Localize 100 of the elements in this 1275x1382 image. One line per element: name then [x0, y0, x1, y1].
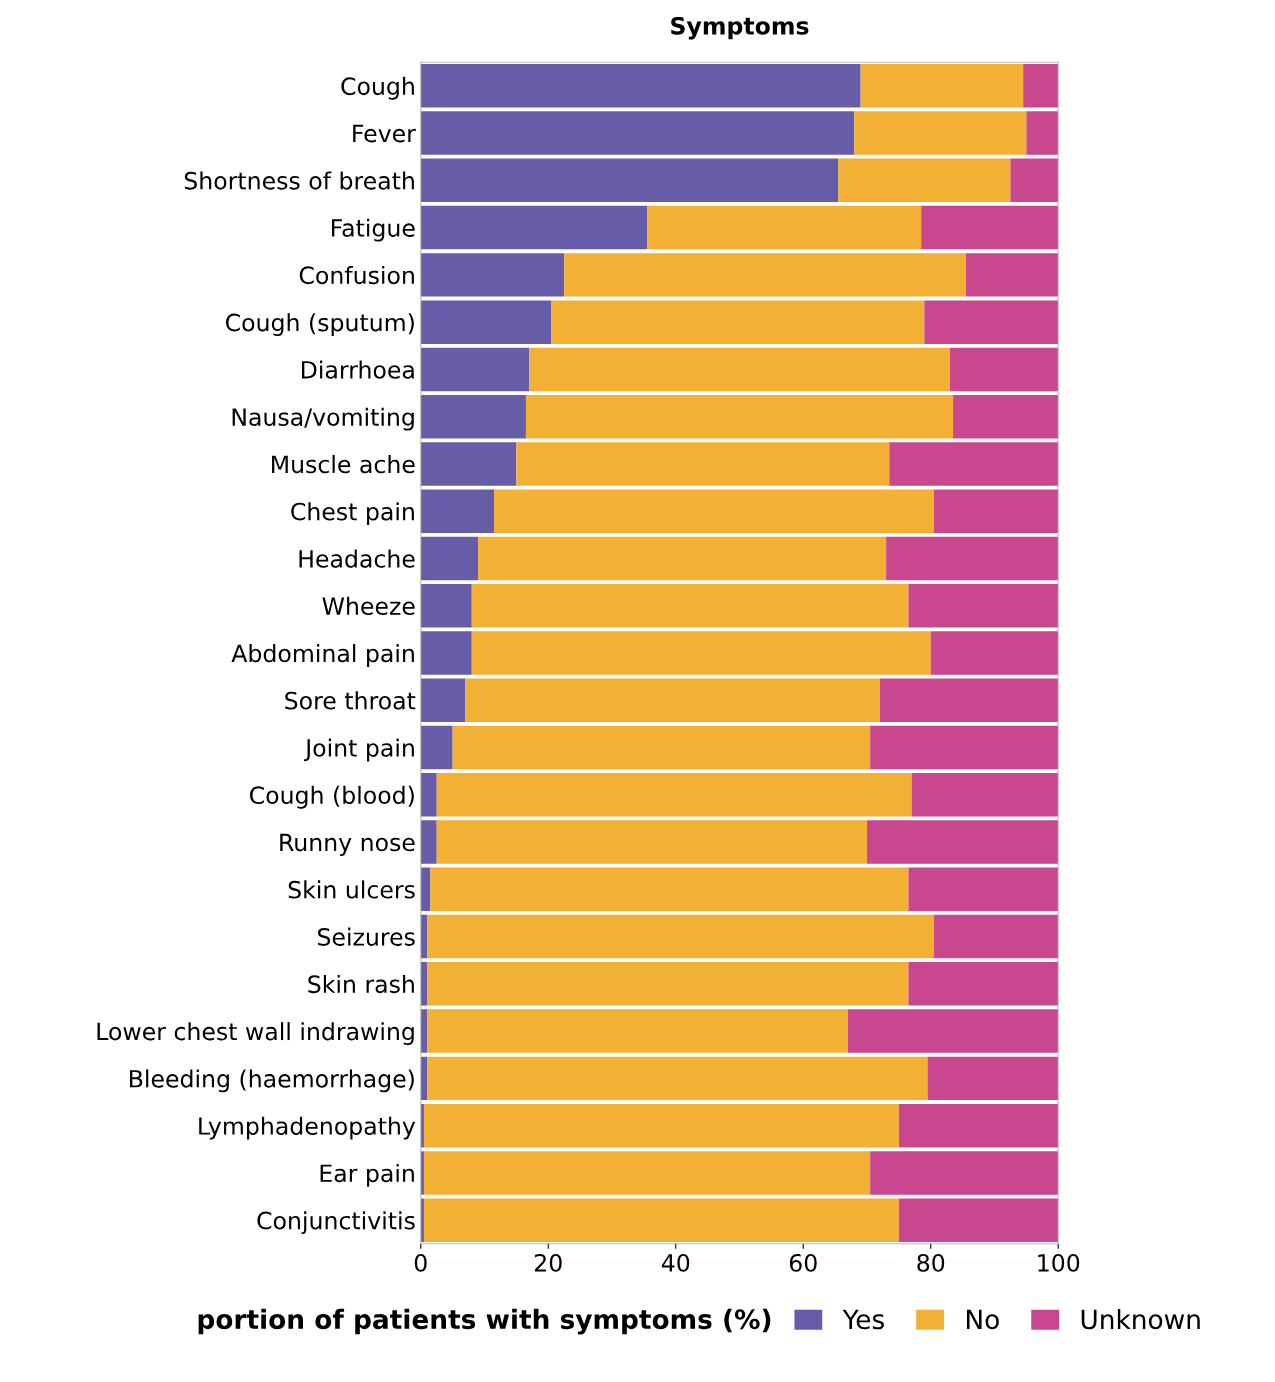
bar: [1026, 111, 1059, 155]
bar: [949, 347, 1059, 392]
bar: [908, 583, 1059, 628]
bar: [420, 64, 861, 108]
x-tick-label: 40: [661, 1253, 690, 1272]
bar: [953, 394, 1059, 439]
bar: [420, 394, 526, 439]
bar: [529, 347, 950, 392]
bar: [420, 725, 453, 770]
bar: [860, 64, 1024, 108]
bar: [898, 1198, 1059, 1242]
bar: [430, 867, 909, 912]
bar: [420, 1151, 424, 1195]
bar: [436, 773, 912, 817]
y-tick-label: Cough (sputum): [225, 313, 414, 337]
bar: [933, 914, 1059, 959]
y-tick-label: Lymphadenopathy: [199, 1116, 416, 1140]
bar: [1010, 158, 1059, 203]
bar: [420, 678, 466, 722]
bar: [420, 1103, 424, 1148]
bar: [921, 205, 1059, 250]
bar: [867, 820, 1059, 864]
bar: [420, 820, 437, 864]
y-tick-label: Conjunctivitis: [257, 1211, 415, 1235]
y-tick-label: Fatigue: [332, 218, 415, 242]
y-tick-label: Lower chest wall indrawing: [97, 1022, 414, 1045]
y-tick-label: Sore throat: [285, 691, 416, 710]
bar: [420, 1009, 428, 1053]
y-tick-label: Chest pain: [291, 502, 414, 526]
x-tick-label: 20: [534, 1253, 562, 1272]
bar: [564, 253, 966, 297]
y-tick-label: Fever: [353, 124, 416, 143]
bar: [423, 1103, 899, 1148]
bar: [420, 300, 552, 344]
bar: [420, 489, 495, 533]
y-tick-label: Cough: [341, 76, 414, 100]
bar: [471, 583, 909, 628]
bar: [898, 1103, 1059, 1148]
bar: [551, 300, 925, 344]
bar: [427, 1056, 928, 1101]
bar: [420, 442, 517, 486]
bar: [1023, 64, 1059, 108]
bar: [494, 489, 934, 533]
bar: [420, 111, 855, 155]
x-tick-label: 100: [1038, 1253, 1080, 1272]
bar: [647, 205, 922, 250]
bar: [420, 773, 437, 817]
bar: [525, 394, 954, 439]
y-tick-label: Seizures: [318, 927, 415, 946]
bar: [886, 536, 1059, 581]
bar: [924, 300, 1059, 344]
bar: [420, 347, 530, 392]
bar: [420, 158, 839, 203]
x-tick-label: 60: [789, 1253, 817, 1272]
y-tick-label: Nausa/vomiting: [232, 407, 414, 431]
bar: [930, 631, 1059, 675]
bar: [420, 631, 472, 675]
bar: [420, 205, 648, 250]
y-tick-label: Joint pain: [303, 738, 414, 762]
bar: [420, 962, 428, 1006]
bar: [452, 725, 871, 770]
bar: [427, 914, 934, 959]
y-tick-label: Skin rash: [308, 974, 414, 994]
bar: [427, 962, 909, 1006]
y-tick-label: Cough (blood): [250, 785, 414, 809]
bar: [911, 773, 1059, 817]
bar: [516, 442, 890, 486]
bar: [420, 1198, 424, 1242]
legend-label: Unknown: [1081, 1308, 1200, 1330]
y-tick-label: Abdominal pain: [231, 644, 414, 667]
bar: [870, 725, 1059, 770]
bar: [423, 1198, 899, 1242]
bar: [420, 253, 565, 297]
bar: [478, 536, 887, 581]
x-tick-label: 80: [917, 1253, 945, 1272]
bar: [420, 1056, 428, 1101]
bar: [420, 583, 472, 628]
bar: [965, 253, 1059, 297]
bar: [420, 536, 479, 581]
y-tick-label: Wheeze: [322, 596, 415, 616]
y-tick-label: Runny nose: [280, 833, 415, 856]
y-tick-label: Bleeding (haemorrhage): [130, 1069, 414, 1093]
x-axis-title: portion of patients with symptoms (%): [198, 1308, 771, 1335]
bar: [854, 111, 1027, 155]
bar: [427, 1009, 848, 1053]
legend-label: No: [966, 1309, 999, 1330]
y-tick-label: Shortness of breath: [184, 171, 414, 190]
bar: [465, 678, 880, 722]
bar: [420, 867, 431, 912]
y-tick-label: Diarrhoea: [302, 360, 414, 379]
bar: [933, 489, 1059, 533]
chart-title: Symptoms: [671, 16, 809, 40]
bar: [870, 1151, 1059, 1195]
bar: [847, 1009, 1059, 1053]
bar: [889, 442, 1059, 486]
bar: [838, 158, 1011, 203]
bar: [908, 867, 1059, 912]
y-tick-label: Headache: [299, 549, 415, 568]
bar: [471, 631, 931, 675]
bar: [879, 678, 1059, 722]
